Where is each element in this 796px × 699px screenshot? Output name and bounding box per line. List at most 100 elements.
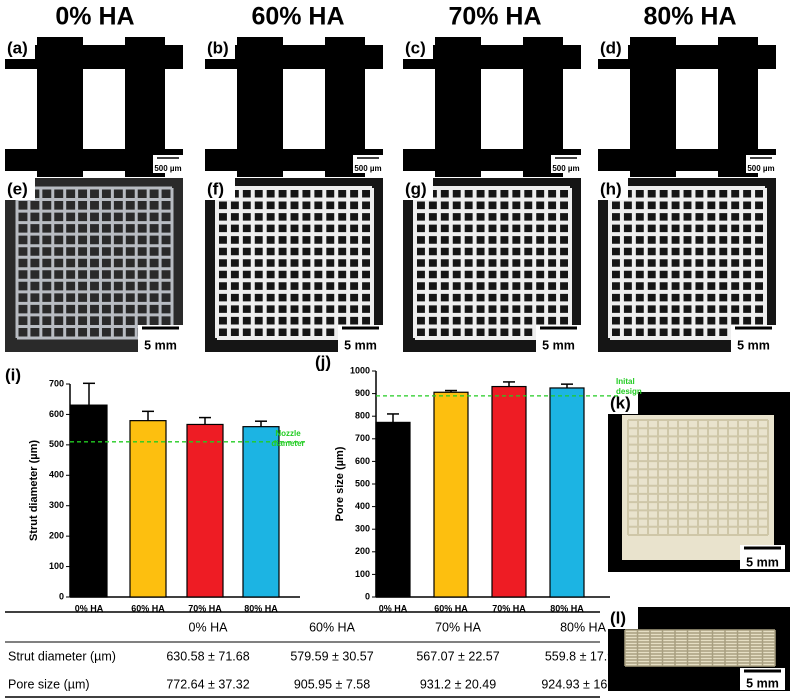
label-box xyxy=(5,37,35,59)
y-tick-label: 400 xyxy=(355,501,370,511)
scale-box xyxy=(353,155,383,173)
pore xyxy=(403,69,435,149)
pore xyxy=(5,171,37,177)
column-header: 80% HA xyxy=(643,3,736,31)
table-header: 70% HA xyxy=(435,620,482,634)
pore xyxy=(481,171,523,177)
table-cell: 924.93 ± 16.87 xyxy=(541,677,624,691)
pore xyxy=(598,171,630,177)
y-tick-label: 1000 xyxy=(350,365,370,375)
table-cell: 579.59 ± 30.57 xyxy=(290,649,373,663)
panel-label: (e) xyxy=(7,179,28,198)
x-tick-label: 70% HA xyxy=(492,603,526,613)
pore xyxy=(563,69,581,149)
y-tick-label: 900 xyxy=(355,388,370,398)
y-tick-label: 100 xyxy=(355,569,370,579)
pore xyxy=(365,171,383,177)
scale-box xyxy=(153,155,183,173)
table-cell: Pore size (µm) xyxy=(8,677,90,691)
label-box xyxy=(403,178,433,200)
photo xyxy=(598,178,776,352)
scale-box xyxy=(740,668,785,690)
scale-label: 5 mm xyxy=(737,338,770,352)
x-tick-label: 80% HA xyxy=(244,603,278,613)
scale-label: 500 µm xyxy=(354,164,381,173)
reference-label: Nozzle xyxy=(275,429,301,438)
x-tick-label: 0% HA xyxy=(379,603,408,613)
pore xyxy=(365,69,383,149)
y-tick-label: 700 xyxy=(49,378,64,388)
y-tick-label: 200 xyxy=(49,531,64,541)
y-axis-label: Pore size (µm) xyxy=(334,446,346,521)
y-tick-label: 200 xyxy=(355,546,370,556)
scale-box xyxy=(746,155,776,173)
bar xyxy=(70,404,108,598)
panel-label: (k) xyxy=(610,393,631,412)
photo xyxy=(205,178,383,352)
y-tick-label: 600 xyxy=(49,409,64,419)
pore xyxy=(676,37,718,45)
pore xyxy=(598,69,630,149)
y-tick-label: 500 xyxy=(49,439,64,449)
panel-label: (c) xyxy=(405,38,426,57)
column-header: 70% HA xyxy=(448,3,541,31)
bar xyxy=(186,423,224,598)
pore xyxy=(83,37,125,45)
pore xyxy=(165,171,183,177)
scale-label: 500 µm xyxy=(747,164,774,173)
reference-label: design xyxy=(616,387,642,396)
label-box xyxy=(205,178,235,200)
pore xyxy=(205,171,237,177)
label-box xyxy=(598,178,628,200)
label-box xyxy=(598,37,628,59)
table-header: 0% HA xyxy=(189,620,229,634)
pore xyxy=(676,69,718,149)
panel-label: (j) xyxy=(315,352,331,371)
panel-label: (h) xyxy=(600,179,622,198)
y-tick-label: 100 xyxy=(49,561,64,571)
photo xyxy=(403,178,581,352)
reference-label: diameter xyxy=(271,439,304,448)
bar xyxy=(129,420,167,598)
pore xyxy=(283,171,325,177)
y-tick-label: 300 xyxy=(49,500,64,510)
pore xyxy=(758,69,776,149)
x-tick-label: 60% HA xyxy=(131,603,165,613)
table-cell: 630.58 ± 71.68 xyxy=(166,649,249,663)
photo xyxy=(5,178,183,352)
pore xyxy=(205,69,237,149)
scale-box xyxy=(551,155,581,173)
pore xyxy=(403,171,435,177)
column-header: 0% HA xyxy=(55,3,134,31)
pore xyxy=(165,69,183,149)
x-tick-label: 0% HA xyxy=(75,603,104,613)
pore xyxy=(283,69,325,149)
y-axis-label: Strut diameter (µm) xyxy=(28,440,40,541)
column-header: 60% HA xyxy=(251,3,344,31)
x-tick-label: 70% HA xyxy=(188,603,222,613)
scale-label: 5 mm xyxy=(746,676,779,690)
y-tick-label: 0 xyxy=(59,591,64,601)
table-cell: 931.2 ± 20.49 xyxy=(420,677,496,691)
panel-label: (f) xyxy=(207,179,224,198)
pore xyxy=(283,37,325,45)
panel-label: (g) xyxy=(405,179,427,198)
pore xyxy=(481,37,523,45)
scale-label: 5 mm xyxy=(344,338,377,352)
table-cell: 567.07 ± 22.57 xyxy=(416,649,499,663)
panel-label: (i) xyxy=(5,365,21,384)
pore xyxy=(83,171,125,177)
bar xyxy=(491,385,527,598)
table-cell: Strut diameter (µm) xyxy=(8,649,116,663)
pore xyxy=(758,171,776,177)
pore xyxy=(758,37,776,45)
scale-label: 500 µm xyxy=(552,164,579,173)
table-cell: 905.95 ± 7.58 xyxy=(294,677,370,691)
label-box xyxy=(5,178,35,200)
pore xyxy=(563,37,581,45)
pore xyxy=(563,171,581,177)
pore xyxy=(365,37,383,45)
y-tick-label: 400 xyxy=(49,470,64,480)
y-tick-label: 600 xyxy=(355,456,370,466)
